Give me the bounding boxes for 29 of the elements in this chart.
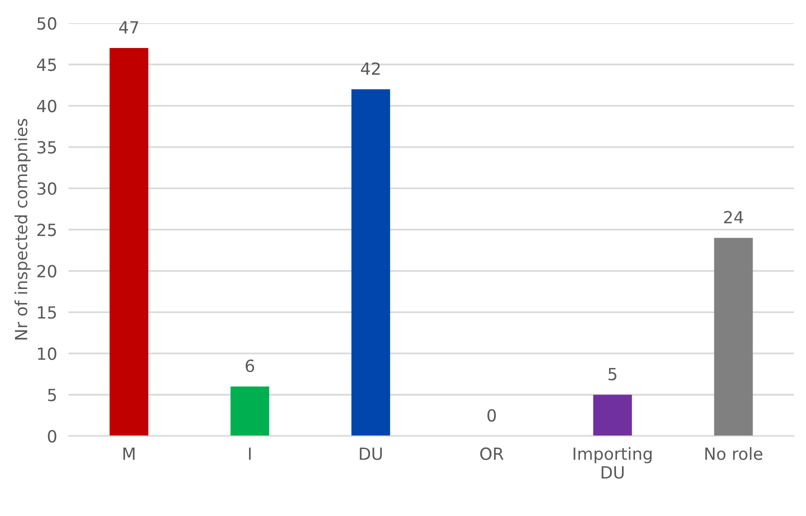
x-tick-label: I — [249, 448, 251, 460]
y-tick-label: 0 — [48, 430, 56, 443]
y-tick-label: 5 — [48, 388, 56, 402]
y-tick-label: 40 — [37, 100, 56, 112]
bar — [230, 386, 270, 436]
y-axis-title: Nr of inspected comapnies — [14, 118, 31, 340]
data-label: 42 — [360, 62, 380, 75]
data-label: 5 — [608, 368, 616, 380]
y-tick-label: 50 — [37, 17, 56, 30]
x-tick-label: Importing DU — [574, 447, 652, 479]
y-tick-label: 35 — [37, 141, 56, 154]
y-tick-label: 20 — [37, 264, 56, 278]
bar — [714, 238, 753, 436]
data-label: 24 — [724, 210, 744, 224]
data-label: 47 — [119, 21, 138, 34]
bar — [351, 89, 390, 436]
bar — [593, 394, 632, 436]
data-label: 6 — [246, 360, 254, 372]
y-tick-label: 15 — [38, 306, 56, 319]
y-tick-label: 30 — [37, 182, 56, 195]
y-tick-label: 25 — [37, 224, 56, 236]
bar — [110, 48, 148, 436]
x-tick-label: M — [123, 448, 135, 460]
data-label: 0 — [487, 409, 496, 422]
x-tick-label: DU — [360, 448, 382, 460]
y-tick-label: 45 — [37, 58, 56, 72]
y-tick-label: 10 — [38, 347, 56, 360]
x-tick-label: No role — [705, 447, 762, 460]
x-tick-label: OR — [480, 447, 504, 460]
